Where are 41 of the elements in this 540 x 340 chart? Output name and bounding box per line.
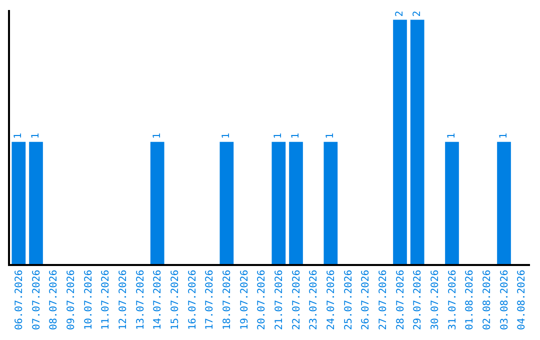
x-tick-label: 19.07.2026 xyxy=(239,270,250,330)
x-tick-label: 27.07.2026 xyxy=(378,270,389,330)
data-label: 1 xyxy=(290,132,302,139)
x-tick-label: 16.07.2026 xyxy=(187,270,198,330)
x-tick-label: 24.07.2026 xyxy=(326,270,337,330)
data-label: 1 xyxy=(152,132,163,139)
data-label: 1 xyxy=(325,132,336,139)
x-tick-label: 09.07.2026 xyxy=(66,270,77,330)
x-tick-label: 25.07.2026 xyxy=(343,270,354,330)
data-label: 2 xyxy=(394,10,406,17)
x-tick-label: 31.07.2026 xyxy=(447,270,458,330)
x-tick-label: 29.07.2026 xyxy=(412,270,424,330)
x-tick-label: 04.08.2026 xyxy=(516,270,528,330)
x-tick-label: 17.07.2026 xyxy=(204,270,216,330)
x-tick-label: 15.07.2026 xyxy=(170,270,181,330)
x-tick-label: 13.07.2026 xyxy=(135,270,146,330)
x-tick-label: 06.07.2026 xyxy=(14,270,25,330)
x-tick-label: 12.07.2026 xyxy=(118,270,129,330)
x-tick-label: 10.07.2026 xyxy=(83,270,94,330)
data-label: 1 xyxy=(13,132,24,139)
x-tick-label: 23.07.2026 xyxy=(308,270,320,330)
data-label: 1 xyxy=(273,132,284,139)
data-label: 1 xyxy=(446,132,458,139)
x-tick-label: 22.07.2026 xyxy=(291,270,302,330)
x-tick-label: 07.07.2026 xyxy=(31,270,42,330)
x-tick-label: 30.07.2026 xyxy=(430,270,441,330)
x-tick-label: 14.07.2026 xyxy=(152,270,164,330)
x-tick-label: 01.08.2026 xyxy=(464,270,476,330)
x-tick-label: 20.07.2026 xyxy=(256,270,268,330)
x-tick-label: 03.08.2026 xyxy=(499,270,510,330)
x-tick-label: 21.07.2026 xyxy=(274,270,285,330)
data-label: 1 xyxy=(498,132,510,139)
data-label: 2 xyxy=(412,10,423,17)
data-label: 1 xyxy=(221,132,232,139)
x-tick-label: 18.07.2026 xyxy=(222,270,233,330)
x-tick-label: 28.07.2026 xyxy=(395,270,406,330)
x-tick-label: 26.07.2026 xyxy=(360,270,372,330)
x-tick-label: 11.07.2026 xyxy=(100,270,112,330)
x-tick-label: 02.08.2026 xyxy=(482,270,493,330)
data-label: 1 xyxy=(30,132,42,139)
x-tick-label: 08.07.2026 xyxy=(48,270,60,330)
